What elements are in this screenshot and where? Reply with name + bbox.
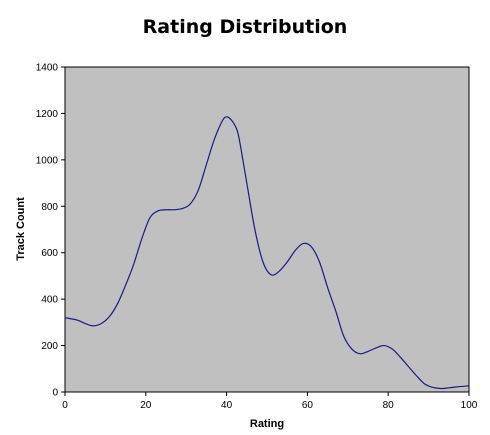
plot-area: [64, 66, 470, 393]
y-tick-label: 400: [41, 295, 58, 306]
x-tick-label: 0: [62, 400, 68, 411]
x-tick-label: 60: [302, 400, 314, 411]
series-line: [64, 116, 470, 390]
x-tick-label: 100: [461, 400, 478, 411]
y-tick-label: 1400: [36, 63, 59, 74]
y-axis-label: Track Count: [15, 197, 27, 261]
chart-title: Rating Distribution: [143, 16, 348, 38]
y-tick-label: 1000: [36, 155, 59, 166]
y-tick-label: 600: [41, 248, 58, 259]
y-tick-label: 1200: [36, 109, 59, 120]
x-axis-label: Rating: [250, 418, 284, 430]
x-axis: 0 20 40 60 80 100: [62, 392, 478, 411]
y-tick-label: 200: [41, 341, 58, 352]
y-tick-label: 0: [52, 388, 58, 399]
x-tick-label: 80: [383, 400, 395, 411]
y-tick-label: 800: [41, 202, 58, 213]
x-tick-label: 20: [140, 400, 152, 411]
x-tick-label: 40: [221, 400, 233, 411]
y-axis: 0 200 400 600 800 1000 1200 1400: [36, 63, 65, 399]
